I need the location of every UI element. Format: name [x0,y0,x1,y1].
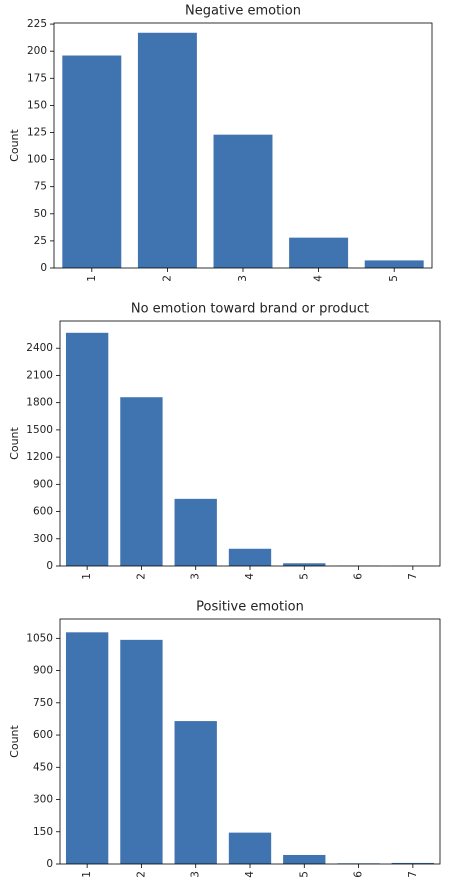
chart-2-ytick-label-1800: 1800 [26,397,53,409]
chart-1-ytick-label-75: 75 [34,181,47,193]
chart-3-xtick-label-4: 4 [244,871,256,878]
chart-3-title: Positive emotion [196,600,304,615]
chart-3-bar-3 [174,721,217,864]
chart-1-xtick-label-5: 5 [388,275,400,282]
chart-3-ytick-label-600: 600 [33,729,53,741]
chart-1-bar-1 [62,55,122,268]
chart-2-xtick-label-4: 4 [244,573,256,580]
chart-3-axes-frame [59,618,441,865]
chart-1-ytick-label-25: 25 [34,235,47,247]
chart-1-title: Negative emotion [185,4,301,19]
chart-2-title: No emotion toward brand or product [131,302,369,317]
chart-3-ytick-label-450: 450 [33,761,53,773]
chart-2-bar-4 [228,548,272,566]
chart-3-ylabel: Count [8,724,21,757]
chart-1-ylabel: Count [8,128,21,161]
chart-2-ytick-label-2400: 2400 [26,342,53,354]
chart-1-ytick-label-0: 0 [40,262,47,274]
chart-2-ytick-label-2100: 2100 [26,369,53,381]
chart-1-ytick-label-50: 50 [34,208,47,220]
chart-2-xtick-label-7: 7 [407,573,419,580]
chart-2-ylabel: Count [8,426,21,459]
chart-3-bar-4 [228,832,272,864]
chart-1-bar-5 [364,260,424,268]
chart-1-xtick-label-4: 4 [313,275,325,282]
chart-2-bar-3 [174,498,217,566]
chart-3-xtick-label-1: 1 [81,871,93,878]
chart-2-xtick-label-5: 5 [298,573,310,580]
chart-3-ytick-label-0: 0 [46,858,53,870]
chart-3-ytick-label-1050: 1050 [26,632,53,644]
chart-3-ytick-label-300: 300 [33,794,53,806]
chart-3: Positive emotion 0 150 300 450 600 750 900 1050 1… [8,600,441,878]
chart-3-bar-1 [65,632,109,864]
chart-1-bar-3 [213,134,273,268]
chart-2-xtick-label-1: 1 [81,573,93,580]
chart-3-xtick-label-7: 7 [407,871,419,878]
chart-1: Negative emotion025507510012515017520022… [8,4,433,282]
chart-1-xtick-label-2: 2 [161,275,173,282]
chart-2-ytick-label-1500: 1500 [26,424,53,436]
chart-1-ytick-label-150: 150 [27,99,47,111]
chart-3-xtick-label-5: 5 [298,871,310,878]
chart-1-ytick-label-225: 225 [27,18,47,30]
chart-1-ytick-label-175: 175 [27,72,47,84]
chart-1-xtick-label-3: 3 [237,275,249,282]
chart-3-bar-2 [120,639,163,864]
chart-3-bar-5 [283,854,326,864]
chart-1-ytick-label-200: 200 [27,45,47,57]
chart-1-bar-4 [289,237,349,268]
chart-2-xtick-label-2: 2 [135,573,147,580]
chart-3-xtick-label-6: 6 [353,871,365,878]
chart-3-xtick-label-2: 2 [135,871,147,878]
chart-1-ytick-label-100: 100 [27,154,47,166]
chart-3-xtick-label-3: 3 [190,871,202,878]
chart-1-ytick-label-125: 125 [27,126,47,138]
chart-1-xtick-label-1: 1 [86,275,98,282]
chart-2-ytick-label-300: 300 [33,533,53,545]
chart-2-xtick-label-3: 3 [190,573,202,580]
chart-2: No emotion toward brand or product 0 300 60… [8,302,441,580]
chart-2-ytick-label-0: 0 [46,560,53,572]
chart-1-bar-2 [137,32,197,269]
chart-3-ytick-label-750: 750 [33,697,53,709]
chart-2-axes-frame [59,320,441,567]
chart-3-bar-7 [391,862,435,864]
chart-2-ytick-label-600: 600 [33,506,53,518]
chart-3-ytick-label-150: 150 [33,826,53,838]
chart-2-bar-5 [283,563,326,566]
chart-2-bar-1 [65,332,109,566]
chart-2-ytick-label-1200: 1200 [26,451,53,463]
chart-2-ytick-label-900: 900 [33,478,53,490]
chart-3-ytick-label-900: 900 [33,665,53,677]
chart-2-xtick-label-6: 6 [353,573,365,580]
chart-2-bar-2 [120,397,163,566]
